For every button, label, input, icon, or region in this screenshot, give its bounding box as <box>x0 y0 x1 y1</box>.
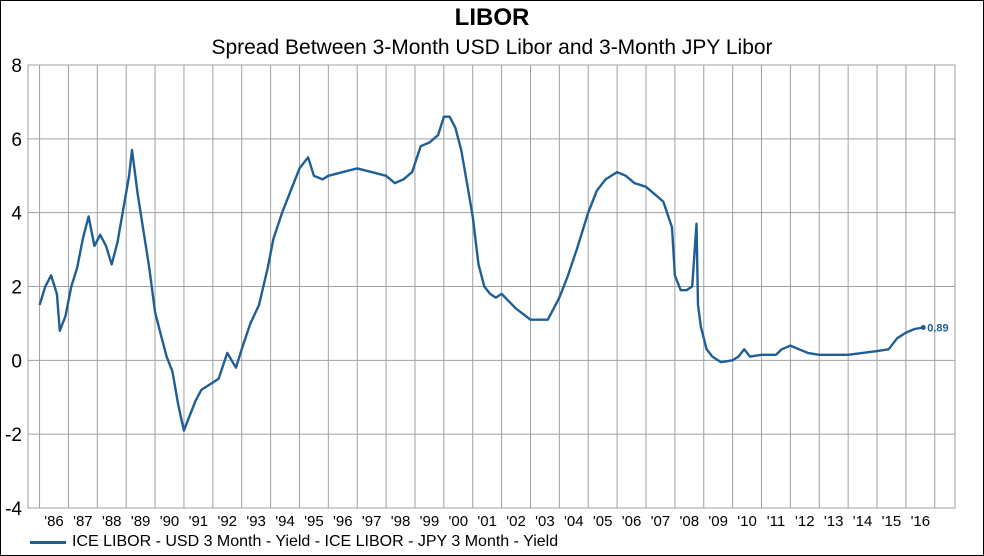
series-line <box>38 115 924 432</box>
chart-title: LIBOR <box>454 4 530 31</box>
x-tick-label: '08 <box>680 513 700 530</box>
x-tick-label: '01 <box>477 513 497 530</box>
x-tick-label: '98 <box>391 513 411 530</box>
x-tick-label: '15 <box>882 513 902 530</box>
x-tick-label: '02 <box>506 513 526 530</box>
x-tick-label: '00 <box>449 513 469 530</box>
x-tick-label: '03 <box>535 513 555 530</box>
x-tick-label: '89 <box>131 513 151 530</box>
legend-swatch <box>30 540 66 544</box>
chart-subtitle: Spread Between 3-Month USD Libor and 3-M… <box>211 36 773 59</box>
plot-area <box>27 64 956 509</box>
y-tick-label: 6 <box>11 130 22 151</box>
x-tick-label: '95 <box>304 513 324 530</box>
x-tick-label: '86 <box>44 513 64 530</box>
x-tick-label: '91 <box>189 513 209 530</box>
x-tick-label: '90 <box>160 513 180 530</box>
x-tick-label: '10 <box>737 513 757 530</box>
x-tick-label: '99 <box>420 513 440 530</box>
legend-label: ICE LIBOR - USD 3 Month - Yield - ICE LI… <box>72 533 559 550</box>
y-tick-label: -4 <box>5 499 22 520</box>
x-tick-label: '14 <box>853 513 873 530</box>
last-value-point <box>920 324 926 330</box>
x-tick-label: '87 <box>73 513 93 530</box>
y-tick-label: 8 <box>11 56 22 77</box>
x-tick-label: '88 <box>102 513 122 530</box>
x-tick-label: '16 <box>911 513 931 530</box>
x-tick-label: '96 <box>333 513 353 530</box>
x-tick-label: '13 <box>824 513 844 530</box>
last-value-label: 0.89 <box>927 322 948 334</box>
x-tick-label: '92 <box>217 513 237 530</box>
legend: ICE LIBOR - USD 3 Month - Yield - ICE LI… <box>30 532 558 552</box>
x-tick-label: '07 <box>651 513 671 530</box>
x-tick-label: '06 <box>622 513 642 530</box>
x-tick-label: '04 <box>564 513 584 530</box>
x-tick-label: '97 <box>362 513 382 530</box>
x-tick-label: '11 <box>767 513 785 530</box>
y-tick-label: -2 <box>5 425 22 446</box>
x-tick-label: '93 <box>246 513 266 530</box>
x-tick-label: '05 <box>593 513 613 530</box>
x-tick-label: '12 <box>795 513 815 530</box>
y-tick-label: 2 <box>11 278 22 299</box>
x-tick-label: '94 <box>275 513 295 530</box>
x-tick-label: '09 <box>708 513 728 530</box>
y-tick-label: 0 <box>11 351 22 372</box>
y-tick-label: 4 <box>11 204 22 225</box>
